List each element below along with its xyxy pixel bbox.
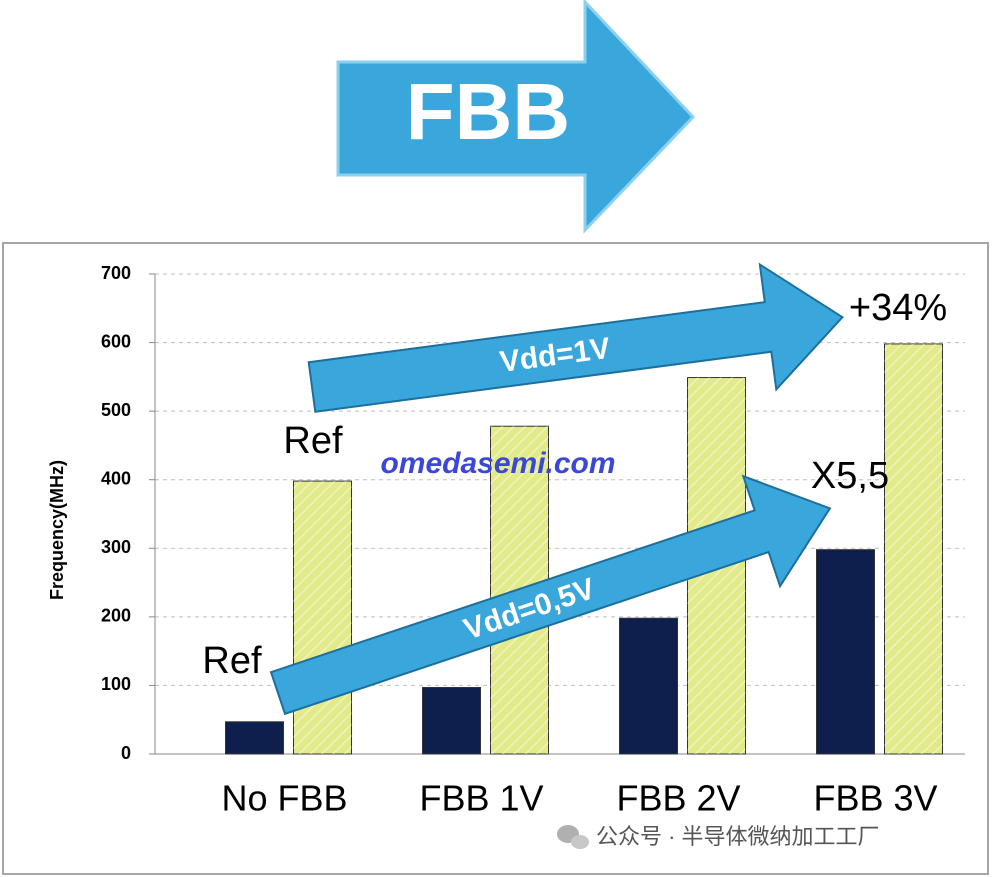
x-tick-label: No FBB [221, 778, 347, 819]
wechat-icon [571, 835, 589, 849]
y-tick-label: 300 [101, 537, 131, 557]
x-tick-label: FBB 1V [419, 778, 543, 819]
watermark-text: 公众号 · 半导体微纳加工工厂 [596, 824, 880, 849]
y-tick-label: 100 [101, 674, 131, 694]
annotation: X5,5 [811, 455, 889, 497]
bar [225, 721, 284, 755]
annotation: Ref [283, 420, 343, 462]
bar [422, 686, 481, 755]
y-tick-label: 0 [121, 743, 131, 763]
y-tick-label: 700 [101, 263, 131, 283]
annotation: Ref [202, 640, 262, 682]
header: FBB [336, 0, 696, 234]
bar [619, 617, 678, 755]
y-axis-label: Frequency(MHz) [47, 460, 67, 600]
bar-hatch [884, 343, 943, 754]
x-tick-label: FBB 3V [813, 778, 937, 819]
y-tick-label: 600 [101, 331, 131, 351]
header-title: FBB [406, 67, 570, 156]
watermark-site: omedasemi.com [380, 447, 615, 480]
arrow-1v: Vdd=1V [307, 262, 844, 413]
arrow-shape [307, 262, 844, 413]
y-tick-label: 400 [101, 468, 131, 488]
arrow-shape [269, 474, 832, 716]
bar-hatch [293, 481, 352, 754]
header-arrow [336, 0, 696, 234]
bar [816, 549, 875, 755]
y-tick-label: 500 [101, 400, 131, 420]
annotation: +34% [849, 287, 947, 329]
plot: 0 100 200 300 400 500 600 700 No FBB FBB 1V FBB 2V… [101, 263, 965, 819]
watermark-account: 公众号 · 半导体微纳加工工厂 [557, 824, 880, 849]
y-tick-label: 200 [101, 606, 131, 626]
x-tick-label: FBB 2V [616, 778, 740, 819]
